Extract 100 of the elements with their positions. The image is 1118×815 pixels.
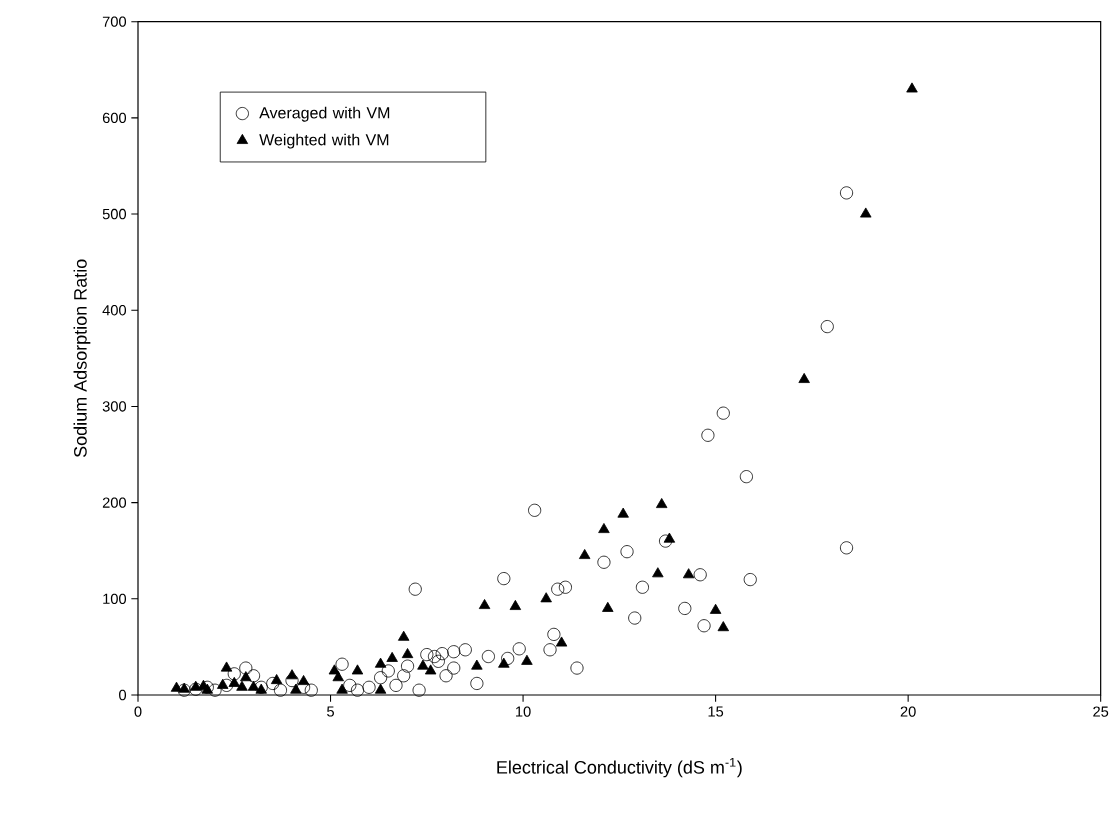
point	[558, 580, 572, 594]
y-tick-label: 200	[102, 497, 127, 508]
x-tick-label: 25	[1093, 706, 1109, 717]
point	[286, 669, 298, 680]
point	[336, 683, 348, 694]
point	[628, 611, 642, 625]
point	[335, 657, 349, 671]
point	[374, 671, 388, 685]
point	[458, 643, 472, 657]
point	[620, 545, 634, 559]
point	[617, 507, 629, 518]
point	[424, 664, 437, 675]
point	[217, 678, 229, 689]
x-tick-label: 15	[708, 706, 724, 717]
point	[332, 671, 344, 682]
point	[717, 621, 730, 632]
point	[401, 659, 415, 673]
point	[716, 406, 730, 420]
y-tick-label: 100	[103, 593, 127, 605]
point	[290, 683, 302, 694]
point	[820, 320, 834, 334]
x-tick-label: 20	[900, 706, 916, 717]
point	[470, 676, 484, 690]
point	[397, 630, 410, 641]
x-tick-label: 0	[134, 706, 142, 717]
point	[652, 567, 664, 578]
point	[273, 683, 288, 697]
point	[246, 669, 261, 683]
point	[743, 573, 757, 587]
point	[478, 599, 491, 610]
point	[270, 674, 283, 685]
y-tick-label: 400	[102, 305, 127, 316]
point	[228, 676, 240, 687]
point	[839, 541, 854, 555]
point	[570, 661, 584, 675]
point	[350, 683, 365, 697]
point	[709, 603, 722, 614]
point	[189, 682, 203, 696]
point	[551, 582, 565, 596]
point	[906, 82, 918, 93]
point	[528, 503, 542, 517]
point	[540, 592, 552, 603]
x-tick-label: 10	[516, 706, 531, 717]
point	[860, 207, 872, 218]
point	[177, 683, 191, 697]
point	[227, 667, 241, 681]
point	[239, 661, 253, 675]
point	[678, 601, 692, 615]
point	[266, 676, 280, 690]
point	[555, 636, 568, 647]
point	[598, 523, 610, 534]
point	[351, 664, 364, 675]
point	[659, 534, 673, 548]
point	[521, 654, 533, 665]
point	[247, 680, 260, 691]
point	[220, 661, 233, 672]
point	[427, 649, 442, 664]
legend-label: Weighted with VM	[259, 133, 389, 149]
point	[297, 675, 310, 685]
point	[697, 619, 711, 633]
point	[447, 661, 461, 675]
point	[839, 186, 854, 200]
y-tick-label: 600	[102, 112, 127, 124]
y-tick-label: 500	[102, 208, 127, 220]
point	[397, 669, 411, 683]
legend-label: Averaged with VM	[259, 106, 390, 122]
point	[578, 548, 591, 559]
point	[408, 582, 422, 596]
point	[208, 683, 222, 697]
point	[501, 651, 515, 665]
point	[178, 682, 190, 693]
point	[417, 659, 429, 670]
y-axis-title: Sodium Adsorption Ratio	[73, 259, 91, 458]
point	[693, 568, 707, 582]
point	[285, 674, 299, 688]
point	[701, 428, 715, 442]
point	[236, 680, 248, 691]
point	[439, 669, 453, 683]
point	[663, 532, 676, 543]
point	[739, 470, 753, 484]
point	[401, 648, 414, 659]
point	[431, 654, 445, 668]
point	[389, 678, 403, 692]
x-axis-title: Electrical Conductivity (dS m$^{-1}$)	[497, 757, 742, 778]
point	[498, 657, 510, 668]
point	[374, 683, 387, 694]
point	[798, 372, 810, 383]
point	[362, 680, 376, 694]
point	[481, 649, 495, 664]
point	[447, 645, 461, 659]
point	[471, 659, 483, 670]
point	[543, 643, 557, 657]
point	[240, 671, 252, 682]
y-tick-label: 0	[119, 689, 127, 701]
point	[597, 555, 611, 569]
point	[512, 642, 526, 656]
point	[386, 651, 398, 662]
point	[343, 678, 357, 692]
point	[374, 657, 387, 668]
y-tick-label: 300	[102, 401, 127, 412]
